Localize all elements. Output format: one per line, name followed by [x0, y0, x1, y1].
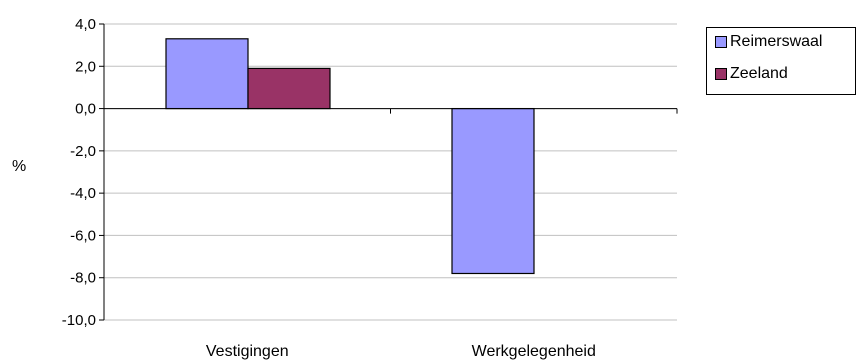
x-category-labels: Vestigingen Werkgelegenheid — [206, 343, 596, 360]
y-tick-label: 0,0 — [75, 101, 96, 118]
bars — [165, 38, 535, 275]
legend-label-zeeland: Zeeland — [730, 65, 788, 82]
y-tick-label: -8,0 — [70, 270, 96, 287]
y-tick-label: -10,0 — [62, 312, 96, 329]
legend: Reimerswaal Zeeland — [706, 27, 856, 95]
legend-swatch-reimerswaal — [715, 36, 727, 48]
y-tick-label: -6,0 — [70, 227, 96, 244]
bar-zeeland-vestigingen — [247, 67, 331, 110]
legend-label-reimerswaal: Reimerswaal — [730, 33, 823, 50]
legend-item-zeeland: Zeeland — [715, 65, 788, 83]
y-tick-label: 2,0 — [75, 58, 96, 75]
y-tick-label: -4,0 — [70, 185, 96, 202]
bar-reimerswaal-vestigingen — [165, 38, 249, 110]
legend-item-reimerswaal: Reimerswaal — [715, 33, 822, 51]
x-category-label: Vestigingen — [206, 343, 289, 360]
y-tick-labels: 4,0 2,0 0,0 -2,0 -4,0 -6,0 -8,0 -10,0 — [62, 16, 96, 329]
y-tick-label: 4,0 — [75, 16, 96, 33]
y-tick-label: -2,0 — [70, 143, 96, 160]
y-axis-label: % — [12, 158, 26, 175]
axes — [99, 23, 678, 321]
legend-swatch-zeeland — [715, 68, 727, 80]
x-category-label: Werkgelegenheid — [472, 343, 596, 360]
bar-reimerswaal-werkgelegenheid — [451, 107, 535, 275]
